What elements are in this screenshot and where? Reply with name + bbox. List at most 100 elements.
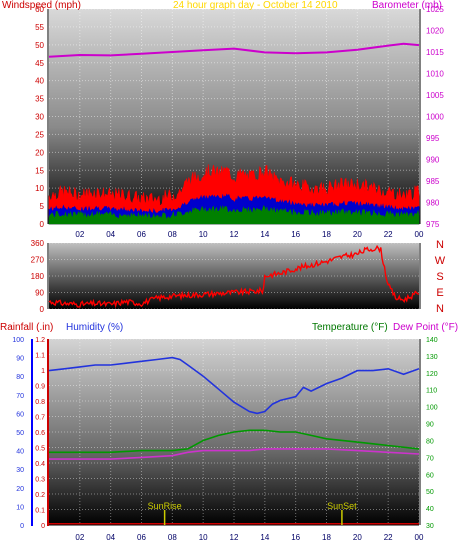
weather-series <box>48 356 420 525</box>
sun-annotations: SunRise SunSet <box>148 501 357 525</box>
wind-x-tick-label: 02 <box>75 230 84 239</box>
rainfall-tick-label: 0 <box>41 523 45 530</box>
compass-label: W <box>435 255 446 267</box>
temperature-tick-label: 60 <box>426 472 434 479</box>
direction-tick-label: 90 <box>35 289 44 298</box>
barometer-tick-label: 990 <box>426 156 440 165</box>
wind-tick-label: 60 <box>35 5 44 14</box>
wind-x-tick-label: 00 <box>415 230 424 239</box>
humidity-tick-label: 90 <box>16 356 24 363</box>
rainfall-tick-label: 0.1 <box>35 508 45 515</box>
rainfall-axis-title: Rainfall (.in) <box>0 322 53 333</box>
humidity-axis-title: Humidity (%) <box>66 322 123 333</box>
wind-x-tick-label: 20 <box>353 230 362 239</box>
wind-tick-labels: 0510152025303540455055609759809859909951… <box>35 5 444 239</box>
wind-tick-label: 30 <box>35 113 44 122</box>
temperature-series <box>49 429 420 454</box>
barometer-series <box>48 42 420 58</box>
compass-label: E <box>436 287 443 299</box>
barometer-tick-label: 995 <box>426 134 440 143</box>
rainfall-tick-label: 1.1 <box>35 353 45 360</box>
weather-x-tick-label: 14 <box>260 533 269 542</box>
direction-tick-label: 0 <box>40 305 45 314</box>
barometer-tick-label: 1000 <box>426 113 444 122</box>
weather-x-tick-label: 18 <box>322 533 331 542</box>
wind-series <box>48 42 420 225</box>
barometer-tick-label: 1010 <box>426 70 444 79</box>
wind-tick-label: 50 <box>35 41 44 50</box>
weather-x-tick-label: 08 <box>168 533 177 542</box>
weather-x-tick-label: 16 <box>291 533 300 542</box>
wind-tick-label: 25 <box>35 130 44 139</box>
wind-x-tick-label: 12 <box>230 230 239 239</box>
humidity-tick-label: 60 <box>16 411 24 418</box>
barometer-tick-label: 980 <box>426 199 440 208</box>
wind-tick-label: 40 <box>35 77 44 86</box>
barometer-tick-label: 1020 <box>426 27 444 36</box>
wind-x-tick-label: 10 <box>199 230 208 239</box>
barometer-tick-label: 985 <box>426 177 440 186</box>
weather-x-tick-label: 04 <box>106 533 115 542</box>
weather-x-tick-label: 12 <box>230 533 239 542</box>
humidity-tick-label: 0 <box>20 523 24 530</box>
wind-x-tick-label: 04 <box>106 230 115 239</box>
wind-x-tick-label: 08 <box>168 230 177 239</box>
wind-x-tick-label: 18 <box>322 230 331 239</box>
wind-axis-title: Windspeed (mph) <box>2 0 81 11</box>
barometer-tick-label: 975 <box>426 220 440 229</box>
wind-tick-label: 55 <box>35 23 44 32</box>
wind-tick-label: 35 <box>35 95 44 104</box>
humidity-tick-label: 30 <box>16 467 24 474</box>
barometer-tick-label: 1015 <box>426 48 444 57</box>
direction-tick-label: 180 <box>31 272 45 281</box>
temperature-tick-label: 80 <box>426 438 434 445</box>
rainfall-tick-label: 0.7 <box>35 415 45 422</box>
rainfall-tick-label: 1 <box>41 368 45 375</box>
wind-x-tick-label: 14 <box>260 230 269 239</box>
compass-label: N <box>436 303 444 315</box>
temperature-tick-label: 40 <box>426 506 434 513</box>
weather-x-tick-label: 20 <box>353 533 362 542</box>
weather-x-tick-label: 02 <box>75 533 84 542</box>
temperature-axis-title: Temperature (°F) <box>312 322 388 333</box>
temperature-tick-label: 110 <box>426 388 437 395</box>
wind-direction-series <box>48 244 420 309</box>
wind-tick-label: 45 <box>35 59 44 68</box>
rainfall-tick-label: 0.5 <box>35 446 45 453</box>
barometer-tick-label: 1005 <box>426 91 444 100</box>
weather-x-tick-label: 00 <box>415 533 424 542</box>
humidity-tick-label: 20 <box>16 486 24 493</box>
weather-x-tick-label: 22 <box>384 533 393 542</box>
wind-tick-label: 0 <box>40 220 45 229</box>
humidity-tick-label: 80 <box>16 374 24 381</box>
rainfall-tick-label: 0.8 <box>35 399 45 406</box>
wind-tick-label: 20 <box>35 148 44 157</box>
compass-label: N <box>436 239 444 251</box>
temperature-tick-label: 100 <box>426 405 438 412</box>
humidity-tick-label: 100 <box>12 337 24 344</box>
sunset-label: SunSet <box>327 501 357 511</box>
direction-series <box>48 244 420 309</box>
sunrise-label: SunRise <box>148 501 182 511</box>
rainfall-tick-label: 0.2 <box>35 492 45 499</box>
rainfall-tick-label: 0.9 <box>35 384 45 391</box>
wind-tick-label: 5 <box>40 202 45 211</box>
dewpoint-axis-title: Dew Point (°F) <box>393 322 458 333</box>
rainfall-tick-label: 0.4 <box>35 461 45 468</box>
humidity-tick-label: 10 <box>16 504 24 511</box>
humidity-tick-label: 70 <box>16 393 24 400</box>
weather-tick-labels: 010203040506070809010000.10.20.30.40.50.… <box>12 337 437 542</box>
direction-tick-label: 360 <box>31 239 45 248</box>
temperature-tick-label: 50 <box>426 489 434 496</box>
temperature-tick-label: 130 <box>426 354 438 361</box>
chart-subtitle: 24 hour graph day - October 14 2010 <box>173 0 338 11</box>
compass-label: S <box>436 271 443 283</box>
rainfall-tick-label: 0.6 <box>35 430 45 437</box>
humidity-tick-label: 50 <box>16 430 24 437</box>
weather-x-tick-label: 06 <box>137 533 146 542</box>
rainfall-tick-label: 1.2 <box>35 337 45 344</box>
wind-x-tick-label: 22 <box>384 230 393 239</box>
